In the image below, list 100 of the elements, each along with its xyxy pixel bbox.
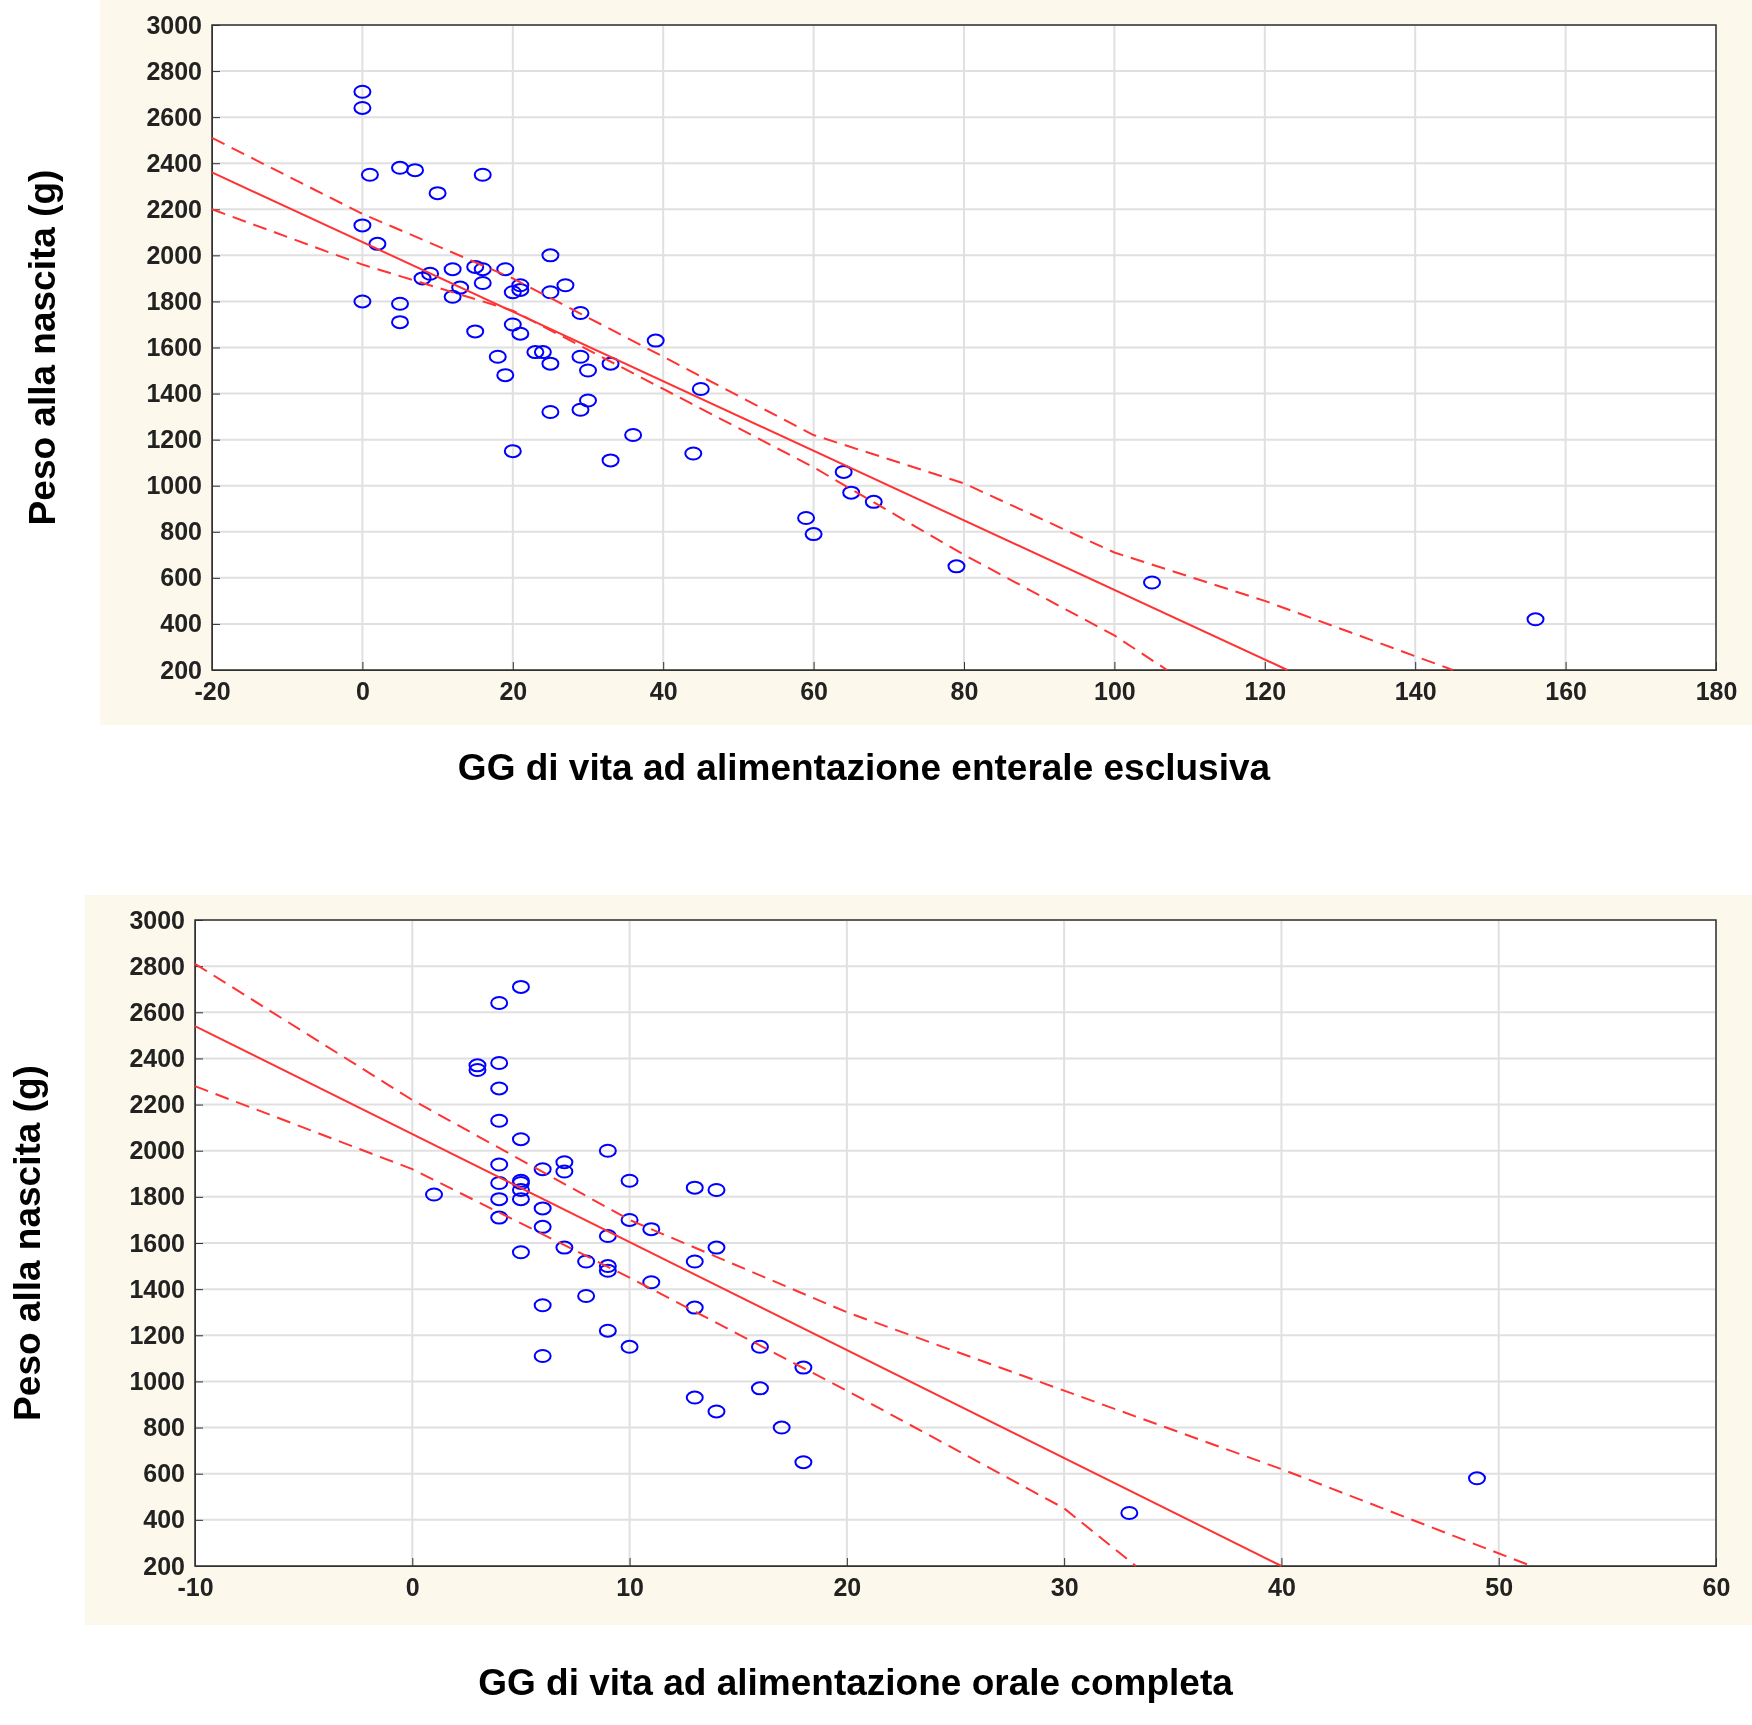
x-tick-label: 20 bbox=[833, 1572, 862, 1601]
point bbox=[490, 996, 509, 1011]
point bbox=[443, 289, 462, 304]
x-tick-label: 0 bbox=[405, 1572, 420, 1601]
point bbox=[601, 356, 620, 371]
y-tick-label: 600 bbox=[160, 563, 202, 592]
point bbox=[541, 285, 560, 300]
point bbox=[511, 1182, 530, 1197]
point bbox=[533, 1298, 552, 1313]
y-tick-label: 2800 bbox=[129, 951, 185, 980]
point bbox=[533, 1201, 552, 1216]
point bbox=[533, 1349, 552, 1364]
x-tick-label: 40 bbox=[649, 676, 678, 705]
y-tick-label: 1800 bbox=[146, 286, 202, 315]
point bbox=[353, 84, 372, 99]
point bbox=[685, 1180, 704, 1195]
y-tick-label: 2000 bbox=[146, 240, 202, 269]
x-tick-label: 10 bbox=[616, 1572, 644, 1601]
y-tick-label: 2600 bbox=[129, 997, 185, 1026]
point bbox=[642, 1275, 661, 1290]
x-tick-label: 40 bbox=[1268, 1572, 1296, 1601]
y-tick-label: 2200 bbox=[146, 194, 202, 223]
y-tick-label: 800 bbox=[143, 1413, 185, 1442]
point bbox=[533, 1219, 552, 1234]
point bbox=[691, 381, 710, 396]
point bbox=[391, 160, 409, 175]
point bbox=[425, 1187, 444, 1202]
point bbox=[496, 368, 515, 383]
point bbox=[685, 1254, 704, 1269]
y-tick-label: 3000 bbox=[129, 905, 185, 934]
point bbox=[421, 266, 440, 281]
x-tick-label: 50 bbox=[1485, 1572, 1514, 1601]
line-series bbox=[211, 136, 1454, 671]
point bbox=[598, 1263, 617, 1278]
point bbox=[490, 1157, 509, 1172]
y-tick-label: 2400 bbox=[129, 1043, 185, 1072]
y-tick-label: 1400 bbox=[146, 379, 202, 408]
x-tick-label: 30 bbox=[1050, 1572, 1079, 1601]
point bbox=[555, 1155, 574, 1170]
point bbox=[490, 1113, 509, 1128]
point bbox=[466, 259, 485, 274]
point bbox=[511, 1245, 530, 1260]
point bbox=[541, 248, 560, 263]
y-tick-label: 1400 bbox=[129, 1274, 185, 1303]
x-tick-label: 80 bbox=[950, 676, 979, 705]
point bbox=[620, 1173, 639, 1188]
point bbox=[707, 1404, 726, 1419]
x-tick-label: 160 bbox=[1545, 676, 1587, 705]
point bbox=[360, 167, 379, 182]
point bbox=[490, 1081, 509, 1096]
y-axis-title: Peso alla nascita (g) bbox=[22, 169, 63, 526]
x-tick-label: 120 bbox=[1244, 676, 1287, 705]
point bbox=[601, 453, 620, 468]
point bbox=[1467, 1471, 1486, 1486]
y-tick-label: 1800 bbox=[129, 1182, 185, 1211]
y-tick-label: 2000 bbox=[129, 1136, 185, 1165]
y-axis-title: Peso alla nascita (g) bbox=[7, 1065, 48, 1421]
point bbox=[511, 1192, 530, 1207]
point bbox=[541, 405, 560, 419]
point bbox=[707, 1182, 726, 1197]
y-tick-label: 1000 bbox=[146, 471, 202, 500]
y-tick-label: 2200 bbox=[129, 1090, 185, 1119]
point bbox=[620, 1339, 639, 1354]
point bbox=[571, 349, 590, 364]
point bbox=[579, 393, 597, 408]
point bbox=[750, 1381, 769, 1396]
point bbox=[503, 285, 522, 300]
point bbox=[473, 276, 492, 290]
point bbox=[577, 1289, 596, 1304]
x-tick-label: 60 bbox=[800, 676, 829, 705]
point bbox=[1526, 612, 1545, 627]
point bbox=[864, 494, 883, 509]
point bbox=[496, 262, 515, 277]
point bbox=[646, 333, 665, 348]
point bbox=[451, 280, 470, 295]
point bbox=[620, 1212, 639, 1227]
point bbox=[1143, 575, 1161, 590]
y-tick-label: 1600 bbox=[146, 333, 202, 361]
point bbox=[488, 349, 507, 364]
point bbox=[772, 1420, 791, 1435]
y-tick-label: 2400 bbox=[146, 148, 202, 177]
point bbox=[555, 1240, 574, 1255]
point bbox=[624, 428, 643, 443]
point bbox=[1120, 1505, 1139, 1520]
y-tick-label: 600 bbox=[143, 1459, 185, 1488]
point bbox=[598, 1259, 617, 1274]
point bbox=[598, 1143, 617, 1158]
point bbox=[598, 1323, 617, 1338]
point bbox=[797, 510, 816, 525]
y-tick-label: 1600 bbox=[129, 1228, 185, 1257]
point bbox=[642, 1222, 661, 1237]
y-tick-label: 1200 bbox=[146, 425, 202, 454]
x-tick-label: 20 bbox=[499, 676, 528, 705]
point bbox=[353, 294, 372, 309]
point bbox=[555, 1164, 574, 1179]
point bbox=[503, 317, 522, 332]
point bbox=[511, 1132, 530, 1147]
y-tick-label: 2800 bbox=[146, 56, 202, 85]
x-tick-label: 60 bbox=[1702, 1572, 1731, 1601]
line-series bbox=[194, 1085, 1137, 1567]
